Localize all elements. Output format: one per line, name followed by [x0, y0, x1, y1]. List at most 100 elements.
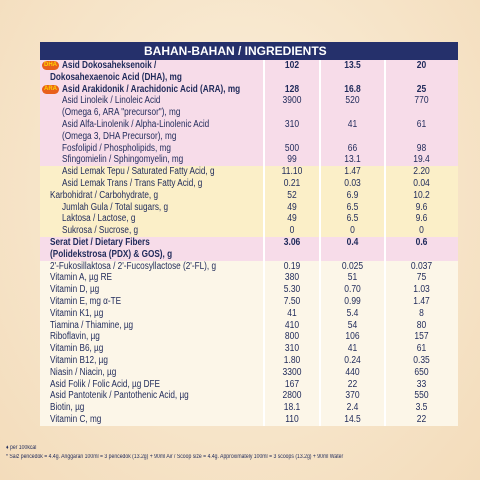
- cell-value: 1.80: [283, 354, 301, 366]
- row-label: Asid Alfa-Linolenik / Alpha-Linolenic Ac…: [62, 118, 210, 130]
- column-divider: [319, 343, 321, 355]
- column-divider: [263, 225, 265, 237]
- table-row: (Polidekstrosa (PDX) & GOS), g: [40, 248, 458, 261]
- column-divider: [319, 284, 321, 296]
- column-divider: [319, 71, 321, 84]
- column-divider: [384, 354, 386, 367]
- row-label: Fosfolipid / Phospholipids, mg: [62, 142, 171, 154]
- column-divider: [263, 95, 265, 108]
- row-label: Asid Folik / Folic Acid, µg DFE: [50, 378, 160, 390]
- cell-value: 2.20: [413, 166, 430, 178]
- cell-value: 20: [416, 60, 427, 71]
- row-label: (Omega 6, ARA "precursor"), mg: [62, 107, 181, 119]
- column-divider: [319, 154, 321, 167]
- table-row: Serat Diet / Dietary Fibers 3.06 0.4 0.6: [40, 236, 458, 249]
- row-label: Sukrosa / Sucrose, g: [62, 225, 139, 237]
- cell-value: 0.21: [283, 177, 301, 189]
- column-divider: [319, 166, 321, 178]
- cell-value: 310: [284, 118, 300, 130]
- column-divider: [319, 260, 321, 273]
- column-divider: [384, 142, 386, 155]
- table-row: Vitamin C, mg 110 14.5 22: [40, 413, 458, 426]
- cell-value: 6.9: [346, 189, 359, 201]
- cell-value: 98: [416, 142, 427, 154]
- column-divider: [263, 260, 265, 273]
- table-row: Laktosa / Lactose, g 49 6.5 9.6: [40, 213, 458, 226]
- column-divider: [384, 402, 386, 414]
- column-divider: [384, 166, 386, 178]
- column-divider: [384, 154, 386, 167]
- column-divider: [384, 177, 386, 190]
- cell-value: 440: [345, 366, 360, 378]
- column-divider: [263, 189, 265, 202]
- row-label: Jumlah Gula / Total sugars, g: [62, 201, 169, 213]
- cell-value: 0: [350, 225, 355, 237]
- row-label: Karbohidrat / Carbohydrate, g: [50, 189, 159, 201]
- cell-value: 0.35: [413, 354, 430, 366]
- table-row: Asid Lemak Tepu / Saturated Fatty Acid, …: [40, 166, 458, 178]
- cell-value: 11.10: [281, 166, 303, 178]
- table-row: Fosfolipid / Phospholipids, mg 500 66 98: [40, 142, 458, 155]
- column-divider: [263, 331, 265, 344]
- cell-value: 9.6: [415, 201, 428, 213]
- cell-value: 770: [414, 95, 429, 107]
- row-label: Vitamin A, µg RE: [50, 272, 113, 284]
- row-label: Asid Lemak Trans / Trans Fatty Acid, g: [62, 177, 203, 189]
- column-divider: [319, 272, 321, 285]
- column-divider: [319, 118, 321, 131]
- table-row: Vitamin B6, µg 310 41 61: [40, 343, 458, 355]
- row-label: Niasin / Niacin, µg: [50, 366, 117, 378]
- column-divider: [263, 295, 265, 308]
- cell-value: 1.03: [413, 284, 430, 296]
- column-divider: [263, 71, 265, 84]
- cell-value: 66: [347, 142, 358, 154]
- cell-value: 3.5: [415, 402, 428, 414]
- column-divider: [384, 295, 386, 308]
- column-divider: [384, 260, 386, 273]
- cell-value: 18.1: [283, 402, 301, 414]
- cell-value: 75: [416, 272, 427, 284]
- column-divider: [263, 413, 265, 426]
- row-label: Serat Diet / Dietary Fibers: [50, 236, 150, 248]
- column-divider: [263, 307, 265, 320]
- cell-value: 1.47: [413, 295, 430, 307]
- column-divider: [263, 284, 265, 296]
- column-divider: [384, 319, 386, 332]
- cell-value: 41: [287, 307, 297, 319]
- table-row: DHA Asid Dokosaheksenoik / 102 13.5 20: [40, 60, 458, 72]
- table-row: Asid Linoleik / Linoleic Acid 3900 520 770: [40, 95, 458, 108]
- column-divider: [384, 83, 386, 96]
- column-divider: [319, 107, 321, 119]
- column-divider: [384, 307, 386, 320]
- cell-value: 128: [284, 83, 300, 95]
- cell-value: 49: [287, 213, 297, 225]
- cell-value: 0.6: [415, 236, 428, 248]
- cell-value: 22: [416, 413, 427, 425]
- column-divider: [263, 201, 265, 214]
- cell-value: 0.03: [344, 177, 361, 189]
- column-divider: [319, 177, 321, 190]
- row-label: (Polidekstrosa (PDX) & GOS), g: [50, 248, 173, 260]
- cell-value: 2800: [282, 390, 302, 402]
- cell-value: 13.1: [344, 154, 361, 166]
- cell-value: 61: [416, 343, 427, 355]
- column-divider: [263, 213, 265, 226]
- cell-value: 80: [416, 319, 427, 331]
- table-row: Biotin, µg 18.1 2.4 3.5: [40, 402, 458, 414]
- column-divider: [384, 343, 386, 355]
- column-divider: [319, 236, 321, 249]
- column-divider: [384, 130, 386, 143]
- column-divider: [384, 331, 386, 344]
- column-divider: [384, 413, 386, 426]
- table-row: Vitamin B12, µg 1.80 0.24 0.35: [40, 354, 458, 367]
- cell-value: 10.2: [413, 189, 430, 201]
- row-label: Asid Pantotenik / Pantothenic Acid, µg: [50, 390, 189, 402]
- cell-value: 49: [287, 201, 297, 213]
- cell-value: 19.4: [413, 154, 430, 166]
- column-divider: [263, 236, 265, 249]
- column-divider: [384, 213, 386, 226]
- column-divider: [384, 189, 386, 202]
- column-divider: [319, 402, 321, 414]
- cell-value: 3300: [282, 366, 302, 378]
